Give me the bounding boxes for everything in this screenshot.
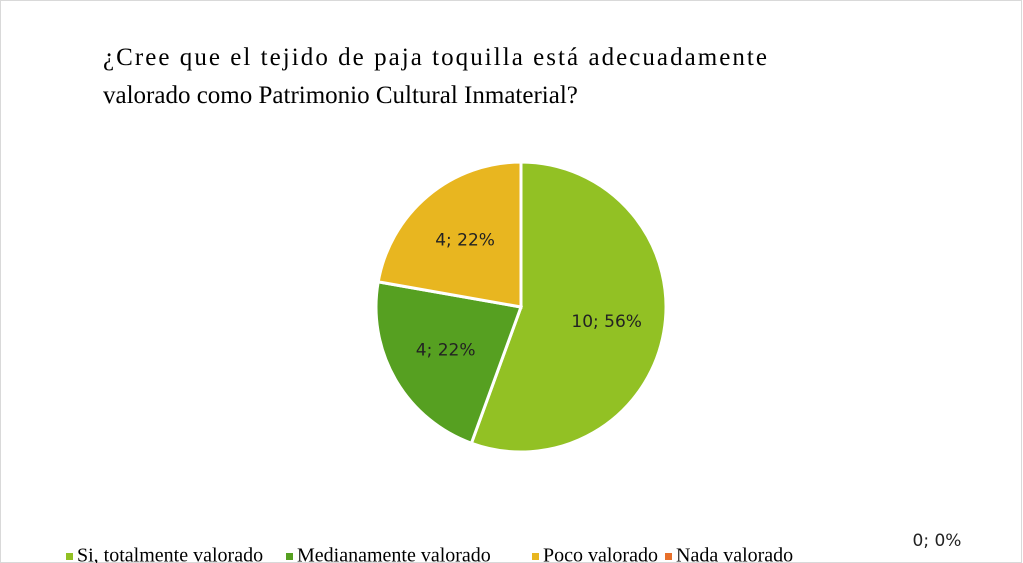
chart-title: ¿Cree que el tejido de paja toquilla est… — [103, 44, 775, 109]
title-line: valorado como Patrimonio Cultural Inmate… — [103, 82, 578, 109]
legend-label: Medianamente valorado — [297, 545, 491, 563]
legend-label: Si, totalmente valorado — [77, 545, 263, 563]
legend-swatch — [66, 553, 73, 560]
legend-swatch — [532, 553, 539, 560]
legend-swatch — [286, 553, 293, 560]
data-label: 10; 56% — [571, 312, 642, 332]
legend-swatch — [665, 553, 672, 560]
legend-label: Nada valorado — [676, 545, 793, 563]
data-label: 0; 0% — [913, 531, 962, 551]
title-line: ¿Cree que el tejido de paja toquilla est… — [103, 44, 767, 71]
data-label: 4; 22% — [416, 341, 476, 361]
pie-slice — [374, 280, 524, 446]
data-label: 4; 22% — [435, 230, 495, 250]
legend-label: Poco valorado — [543, 545, 658, 563]
pie-slice — [376, 160, 523, 309]
pie-slice — [469, 160, 668, 454]
